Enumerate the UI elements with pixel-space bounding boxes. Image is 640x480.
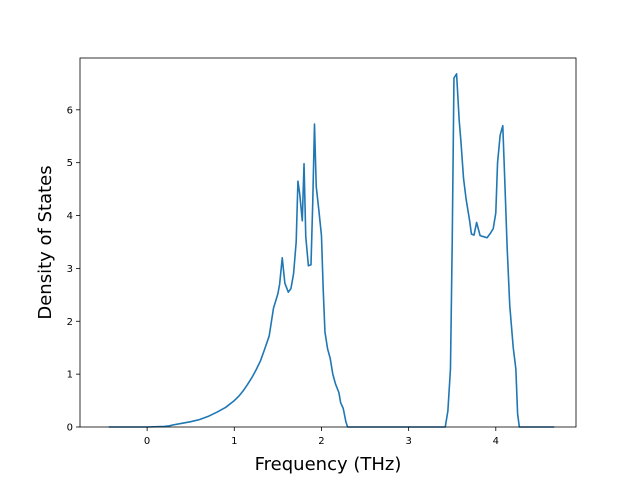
x-tick-label: 2	[318, 436, 324, 447]
y-tick-label: 1	[67, 370, 73, 381]
plot-area	[108, 73, 555, 428]
y-tick-label: 5	[67, 158, 73, 169]
x-tick-label: 3	[405, 436, 411, 447]
y-tick-label: 6	[67, 105, 73, 116]
y-tick-label: 2	[67, 317, 73, 328]
series-line-0	[108, 73, 555, 428]
y-axis-label: Density of States	[35, 165, 56, 319]
y-tick-label: 0	[67, 423, 73, 434]
ticks: 0 1 2 3 4 0 1 2 3 4 5 6	[67, 105, 499, 447]
x-tick-label: 1	[231, 436, 237, 447]
x-axis-label: Frequency (THz)	[255, 454, 402, 475]
axes-frame	[79, 57, 577, 428]
x-tick-label: 4	[493, 436, 499, 447]
x-tick-label: 0	[144, 436, 150, 447]
y-tick-label: 4	[67, 211, 73, 222]
y-tick-label: 3	[67, 264, 73, 275]
